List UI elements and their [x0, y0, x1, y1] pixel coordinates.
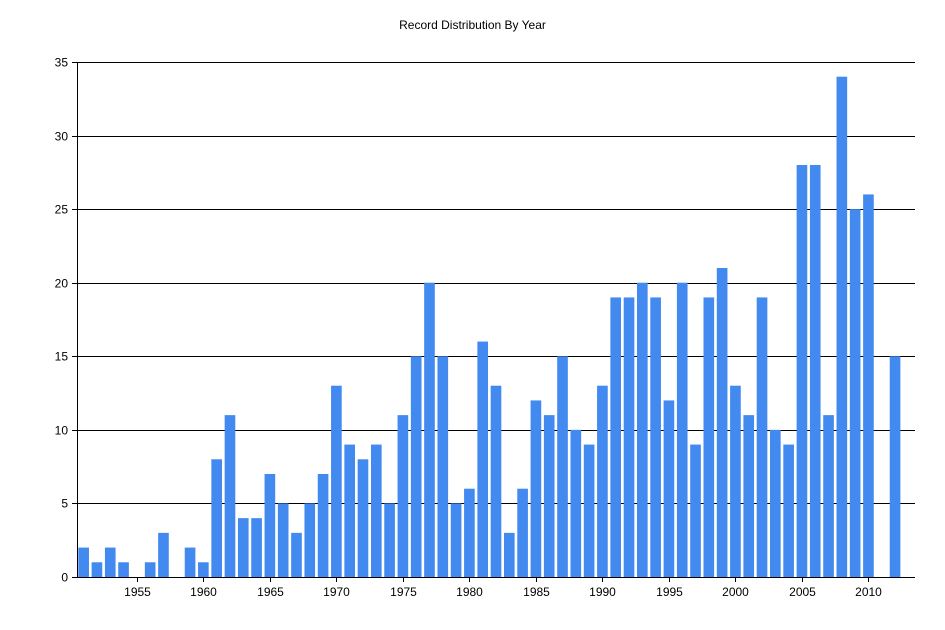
bar [490, 385, 502, 577]
bar [663, 400, 675, 577]
bar [716, 268, 728, 577]
bar [331, 385, 342, 577]
bar [503, 532, 515, 577]
y-tick-label: 35 [55, 56, 69, 70]
bar [530, 400, 542, 577]
x-tick-label: 1960 [190, 585, 217, 599]
y-tick-label: 25 [55, 203, 69, 217]
bar [118, 562, 129, 577]
bar [291, 532, 302, 577]
x-tick-label: 2010 [855, 585, 882, 599]
bar [450, 503, 462, 577]
bar [583, 444, 595, 577]
bar [144, 562, 156, 577]
chart-title: Record Distribution By Year [399, 18, 546, 32]
bar [623, 297, 635, 577]
y-tick-label: 15 [55, 350, 69, 364]
bar [770, 429, 781, 577]
bar [690, 444, 701, 577]
bar [184, 547, 196, 577]
bar [637, 282, 648, 577]
bar [397, 415, 409, 577]
bar [610, 297, 622, 577]
bar [211, 459, 222, 577]
bar [557, 356, 568, 577]
bar [676, 282, 688, 577]
bar [823, 415, 834, 577]
bar [517, 488, 528, 577]
bar [251, 518, 262, 577]
bar [756, 297, 768, 577]
bar [198, 562, 209, 577]
bar [836, 76, 848, 578]
bar [317, 474, 329, 577]
bar [597, 385, 608, 577]
bar [370, 444, 382, 577]
bar [863, 194, 874, 577]
bar [543, 415, 555, 577]
bar [730, 385, 741, 577]
bar [437, 356, 449, 577]
x-tick-label: 1970 [323, 585, 350, 599]
bar [237, 518, 249, 577]
x-tick-label: 1955 [124, 585, 151, 599]
x-tick-label: 2005 [789, 585, 816, 599]
bar [889, 356, 901, 577]
bar [78, 547, 89, 577]
bar [344, 444, 355, 577]
x-tick-label: 1995 [656, 585, 683, 599]
bar [91, 562, 103, 577]
bar [809, 165, 821, 577]
x-tick-label: 1980 [456, 585, 483, 599]
bar [104, 547, 116, 577]
bar [158, 532, 169, 577]
bar [783, 444, 794, 577]
x-tick-label: 2000 [722, 585, 749, 599]
y-tick-label: 10 [55, 424, 69, 438]
bar [304, 503, 316, 577]
bar [277, 503, 289, 577]
bar [570, 429, 582, 577]
x-tick-label: 1990 [589, 585, 616, 599]
bar [224, 415, 236, 577]
bar [464, 488, 475, 577]
bar [264, 474, 276, 577]
bar [849, 209, 861, 577]
y-tick-label: 0 [61, 571, 68, 585]
y-tick-label: 5 [61, 497, 68, 511]
bar [743, 415, 755, 577]
bar [796, 165, 808, 577]
x-tick-label: 1975 [390, 585, 417, 599]
bar [477, 341, 489, 577]
bar [357, 459, 369, 577]
x-tick-label: 1985 [523, 585, 550, 599]
y-tick-label: 20 [55, 277, 69, 291]
bar [410, 356, 422, 577]
y-tick-label: 30 [55, 130, 69, 144]
bar [703, 297, 715, 577]
x-tick-label: 1965 [257, 585, 284, 599]
bar [424, 282, 435, 577]
bar [650, 297, 661, 577]
bar [384, 503, 395, 577]
